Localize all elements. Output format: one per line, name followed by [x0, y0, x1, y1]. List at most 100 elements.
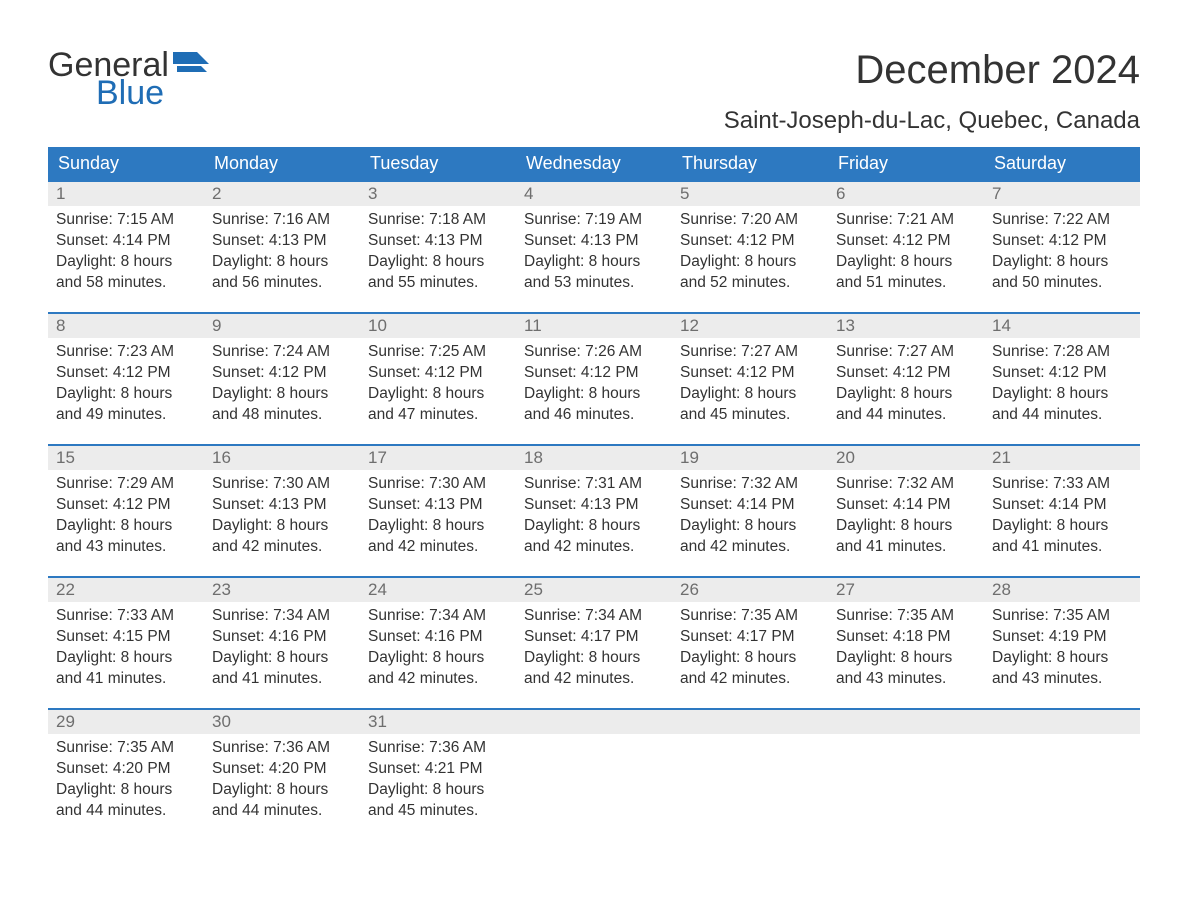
- empty-day-cell: [828, 709, 984, 841]
- sunset-line: Sunset: 4:13 PM: [524, 231, 664, 252]
- day-cell: 17Sunrise: 7:30 AMSunset: 4:13 PMDayligh…: [360, 445, 516, 577]
- day-body: Sunrise: 7:18 AMSunset: 4:13 PMDaylight:…: [360, 206, 516, 298]
- daylight-line: Daylight: 8 hours: [680, 516, 820, 537]
- day-number: 12: [672, 314, 828, 338]
- week-row: 1Sunrise: 7:15 AMSunset: 4:14 PMDaylight…: [48, 181, 1140, 313]
- day-number: 3: [360, 182, 516, 206]
- day-body: Sunrise: 7:19 AMSunset: 4:13 PMDaylight:…: [516, 206, 672, 298]
- day-number: 8: [48, 314, 204, 338]
- sunrise-line: Sunrise: 7:30 AM: [368, 474, 508, 495]
- daylight-line: and 41 minutes.: [56, 669, 196, 690]
- day-number: 7: [984, 182, 1140, 206]
- day-body: Sunrise: 7:30 AMSunset: 4:13 PMDaylight:…: [360, 470, 516, 562]
- day-cell: 18Sunrise: 7:31 AMSunset: 4:13 PMDayligh…: [516, 445, 672, 577]
- header-row: General Blue December 2024 Saint-Joseph-…: [48, 48, 1140, 135]
- week-row: 29Sunrise: 7:35 AMSunset: 4:20 PMDayligh…: [48, 709, 1140, 841]
- daylight-line: Daylight: 8 hours: [836, 384, 976, 405]
- daylight-line: Daylight: 8 hours: [524, 516, 664, 537]
- daylight-line: and 48 minutes.: [212, 405, 352, 426]
- daylight-line: and 41 minutes.: [992, 537, 1132, 558]
- sunrise-line: Sunrise: 7:35 AM: [56, 738, 196, 759]
- day-number: 13: [828, 314, 984, 338]
- daylight-line: Daylight: 8 hours: [836, 648, 976, 669]
- day-body: Sunrise: 7:34 AMSunset: 4:16 PMDaylight:…: [360, 602, 516, 694]
- sunrise-line: Sunrise: 7:18 AM: [368, 210, 508, 231]
- day-body: Sunrise: 7:35 AMSunset: 4:17 PMDaylight:…: [672, 602, 828, 694]
- empty-day-cell: [984, 709, 1140, 841]
- daylight-line: Daylight: 8 hours: [992, 384, 1132, 405]
- daylight-line: Daylight: 8 hours: [56, 780, 196, 801]
- daylight-line: and 44 minutes.: [56, 801, 196, 822]
- logo-word-blue: Blue: [96, 76, 164, 110]
- sunset-line: Sunset: 4:20 PM: [56, 759, 196, 780]
- day-cell: 19Sunrise: 7:32 AMSunset: 4:14 PMDayligh…: [672, 445, 828, 577]
- sunrise-line: Sunrise: 7:33 AM: [56, 606, 196, 627]
- sunset-line: Sunset: 4:15 PM: [56, 627, 196, 648]
- sunset-line: Sunset: 4:16 PM: [368, 627, 508, 648]
- day-cell: 21Sunrise: 7:33 AMSunset: 4:14 PMDayligh…: [984, 445, 1140, 577]
- week-row: 8Sunrise: 7:23 AMSunset: 4:12 PMDaylight…: [48, 313, 1140, 445]
- day-cell: 30Sunrise: 7:36 AMSunset: 4:20 PMDayligh…: [204, 709, 360, 841]
- daylight-line: and 41 minutes.: [212, 669, 352, 690]
- day-cell: 4Sunrise: 7:19 AMSunset: 4:13 PMDaylight…: [516, 181, 672, 313]
- day-number: 20: [828, 446, 984, 470]
- day-cell: 16Sunrise: 7:30 AMSunset: 4:13 PMDayligh…: [204, 445, 360, 577]
- day-cell: 12Sunrise: 7:27 AMSunset: 4:12 PMDayligh…: [672, 313, 828, 445]
- day-cell: 11Sunrise: 7:26 AMSunset: 4:12 PMDayligh…: [516, 313, 672, 445]
- daylight-line: Daylight: 8 hours: [836, 252, 976, 273]
- day-body: Sunrise: 7:31 AMSunset: 4:13 PMDaylight:…: [516, 470, 672, 562]
- day-body: Sunrise: 7:36 AMSunset: 4:20 PMDaylight:…: [204, 734, 360, 826]
- day-number: [828, 710, 984, 734]
- sunrise-line: Sunrise: 7:27 AM: [680, 342, 820, 363]
- daylight-line: and 44 minutes.: [836, 405, 976, 426]
- day-cell: 1Sunrise: 7:15 AMSunset: 4:14 PMDaylight…: [48, 181, 204, 313]
- day-cell: 25Sunrise: 7:34 AMSunset: 4:17 PMDayligh…: [516, 577, 672, 709]
- daylight-line: Daylight: 8 hours: [368, 648, 508, 669]
- day-body: Sunrise: 7:22 AMSunset: 4:12 PMDaylight:…: [984, 206, 1140, 298]
- day-number: 23: [204, 578, 360, 602]
- sunset-line: Sunset: 4:19 PM: [992, 627, 1132, 648]
- day-cell: 24Sunrise: 7:34 AMSunset: 4:16 PMDayligh…: [360, 577, 516, 709]
- daylight-line: and 42 minutes.: [368, 537, 508, 558]
- day-cell: 23Sunrise: 7:34 AMSunset: 4:16 PMDayligh…: [204, 577, 360, 709]
- day-body: Sunrise: 7:27 AMSunset: 4:12 PMDaylight:…: [672, 338, 828, 430]
- day-cell: 5Sunrise: 7:20 AMSunset: 4:12 PMDaylight…: [672, 181, 828, 313]
- day-number: 21: [984, 446, 1140, 470]
- sunrise-line: Sunrise: 7:34 AM: [368, 606, 508, 627]
- sunrise-line: Sunrise: 7:32 AM: [680, 474, 820, 495]
- day-number: 14: [984, 314, 1140, 338]
- sunset-line: Sunset: 4:12 PM: [56, 363, 196, 384]
- sunrise-line: Sunrise: 7:32 AM: [836, 474, 976, 495]
- daylight-line: and 47 minutes.: [368, 405, 508, 426]
- sunrise-line: Sunrise: 7:34 AM: [212, 606, 352, 627]
- daylight-line: and 49 minutes.: [56, 405, 196, 426]
- day-number: 5: [672, 182, 828, 206]
- weekday-header: Saturday: [984, 147, 1140, 181]
- weekday-header: Wednesday: [516, 147, 672, 181]
- sunrise-line: Sunrise: 7:27 AM: [836, 342, 976, 363]
- day-cell: 31Sunrise: 7:36 AMSunset: 4:21 PMDayligh…: [360, 709, 516, 841]
- day-number: 30: [204, 710, 360, 734]
- daylight-line: and 44 minutes.: [992, 405, 1132, 426]
- day-body: Sunrise: 7:35 AMSunset: 4:18 PMDaylight:…: [828, 602, 984, 694]
- daylight-line: and 45 minutes.: [680, 405, 820, 426]
- sunrise-line: Sunrise: 7:29 AM: [56, 474, 196, 495]
- sunset-line: Sunset: 4:12 PM: [56, 495, 196, 516]
- daylight-line: and 56 minutes.: [212, 273, 352, 294]
- daylight-line: and 52 minutes.: [680, 273, 820, 294]
- daylight-line: Daylight: 8 hours: [524, 252, 664, 273]
- empty-day-cell: [516, 709, 672, 841]
- day-number: 15: [48, 446, 204, 470]
- logo: General Blue: [48, 48, 209, 110]
- weekday-header-row: SundayMondayTuesdayWednesdayThursdayFrid…: [48, 147, 1140, 181]
- day-body: Sunrise: 7:34 AMSunset: 4:17 PMDaylight:…: [516, 602, 672, 694]
- day-cell: 22Sunrise: 7:33 AMSunset: 4:15 PMDayligh…: [48, 577, 204, 709]
- day-number: 9: [204, 314, 360, 338]
- daylight-line: Daylight: 8 hours: [56, 648, 196, 669]
- day-cell: 28Sunrise: 7:35 AMSunset: 4:19 PMDayligh…: [984, 577, 1140, 709]
- daylight-line: Daylight: 8 hours: [524, 648, 664, 669]
- daylight-line: Daylight: 8 hours: [992, 648, 1132, 669]
- day-body: Sunrise: 7:30 AMSunset: 4:13 PMDaylight:…: [204, 470, 360, 562]
- day-number: 26: [672, 578, 828, 602]
- sunset-line: Sunset: 4:12 PM: [212, 363, 352, 384]
